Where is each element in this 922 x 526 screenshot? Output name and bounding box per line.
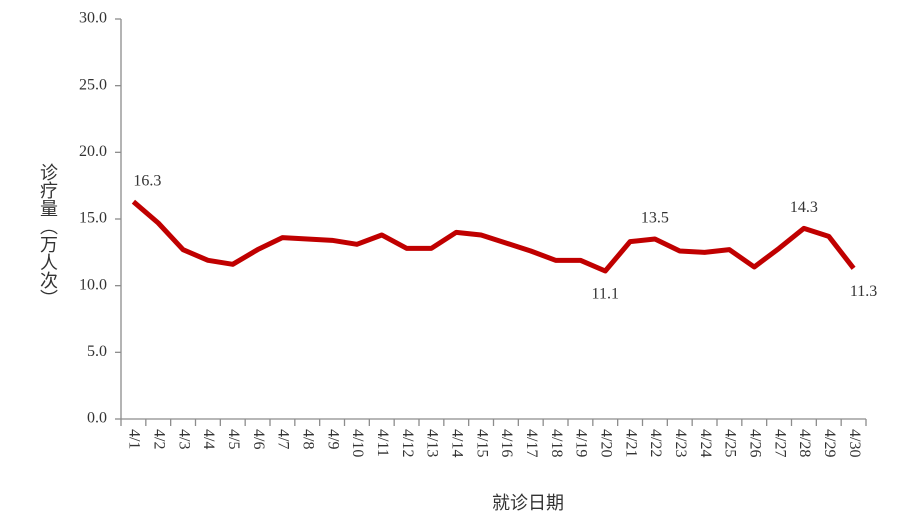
x-tick-label: 4/3 [175,429,192,449]
data-label: 16.3 [133,172,161,189]
x-tick-label: 4/21 [622,429,639,457]
data-label: 14.3 [790,199,818,216]
x-tick-label: 4/20 [598,429,615,457]
x-tick-label: 4/9 [324,429,341,449]
data-label: 11.3 [850,283,877,300]
x-tick-label: 4/23 [672,429,689,457]
x-axis-title: 就诊日期 [492,493,564,513]
x-tick-label: 4/12 [399,429,416,457]
data-label: 11.1 [592,286,619,303]
x-tick-label: 4/10 [349,429,366,457]
y-tick-label: 20.0 [79,143,107,160]
x-tick-label: 4/25 [722,429,739,457]
x-tick-label: 4/22 [647,429,664,457]
x-tick-label: 4/18 [548,429,565,457]
y-tick-label: 15.0 [79,210,107,227]
x-tick-label: 4/30 [846,429,863,457]
x-tick-label: 4/6 [250,429,267,449]
y-tick-label: 5.0 [87,343,107,360]
line [131,199,856,274]
y-axis-title: 诊疗量（万人次） [38,163,58,307]
x-tick-label: 4/27 [771,429,788,457]
x-tick-label: 4/7 [275,429,292,449]
x-tick-label: 4/2 [151,429,168,449]
x-tick-label: 4/29 [821,429,838,457]
x-tick-label: 4/26 [747,429,764,457]
y-tick-label: 25.0 [79,76,107,93]
x-tick-label: 4/16 [498,429,515,457]
x-tick-label: 4/19 [573,429,590,457]
x-tick-label: 4/14 [449,429,466,457]
x-tick-label: 4/11 [374,429,391,457]
x-tick-label: 4/15 [473,429,490,457]
y-tick-label: 0.0 [87,410,107,427]
y-tick-label: 10.0 [79,276,107,293]
x-tick-label: 4/24 [697,429,714,457]
x-tick-label: 4/5 [225,429,242,449]
x-tick-label: 4/8 [300,429,317,449]
x-tick-label: 4/4 [200,429,217,449]
x-tick-label: 4/13 [424,429,441,457]
y-tick-label: 30.0 [79,10,107,27]
x-tick-label: 4/1 [126,429,143,449]
x-tick-label: 4/28 [796,429,813,457]
x-tick-label: 4/17 [523,429,540,457]
data-label: 13.5 [641,210,669,227]
